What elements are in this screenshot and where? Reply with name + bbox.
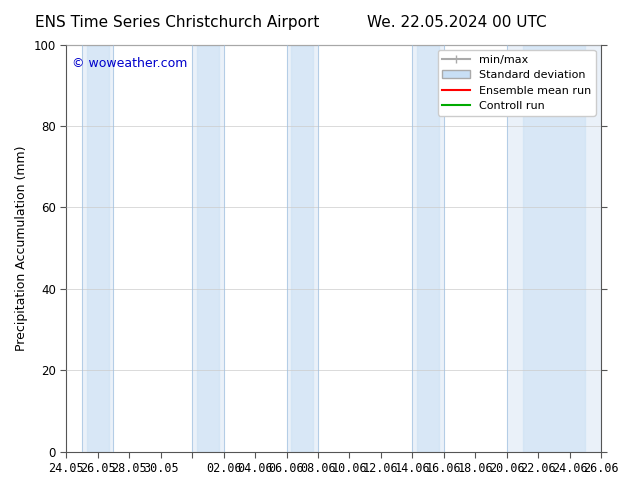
Legend: min/max, Standard deviation, Ensemble mean run, Controll run: min/max, Standard deviation, Ensemble me… xyxy=(438,50,595,116)
Bar xyxy=(417,45,439,452)
Bar xyxy=(192,45,224,452)
Bar xyxy=(197,45,219,452)
Text: We. 22.05.2024 00 UTC: We. 22.05.2024 00 UTC xyxy=(366,15,547,30)
Bar xyxy=(291,45,313,452)
Text: © woweather.com: © woweather.com xyxy=(72,57,187,70)
Bar xyxy=(82,45,113,452)
Bar xyxy=(412,45,444,452)
Bar xyxy=(507,45,601,452)
Bar xyxy=(287,45,318,452)
Y-axis label: Precipitation Accumulation (mm): Precipitation Accumulation (mm) xyxy=(15,146,28,351)
Bar xyxy=(87,45,108,452)
Bar xyxy=(522,45,585,452)
Text: ENS Time Series Christchurch Airport: ENS Time Series Christchurch Airport xyxy=(36,15,320,30)
